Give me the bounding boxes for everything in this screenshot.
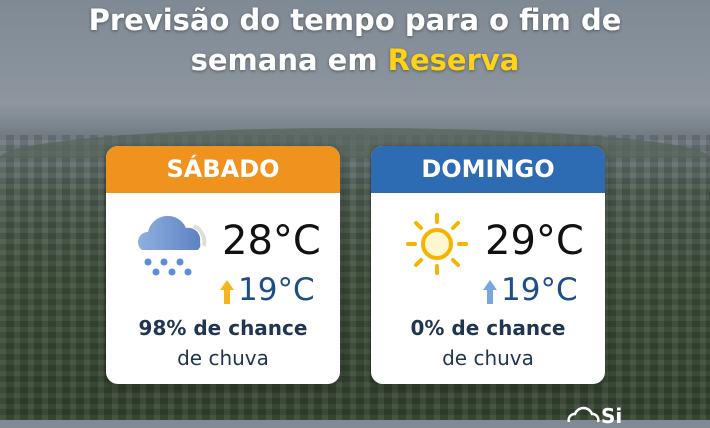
day-header: SÁBADO (106, 146, 340, 193)
cloud-logo-icon (567, 406, 600, 423)
rain-chance: 98% de chance (138, 316, 308, 340)
title-line-1: Previsão do tempo para o fim de (88, 3, 622, 37)
saturday-card: SÁBADO 28°C 19°C 98% de chance de chuva (106, 146, 340, 384)
low-temp: 19°C (238, 272, 315, 308)
sun-icon (406, 213, 468, 275)
arrow-up-icon (483, 280, 497, 304)
title-line-2: semana em Reserva (0, 40, 710, 80)
logo-text: Si (601, 404, 623, 428)
rain-cloud-icon (138, 215, 207, 276)
page-title: Previsão do tempo para o fim de semana e… (0, 0, 710, 80)
high-temp: 29°C (485, 218, 584, 264)
rain-chance-suffix: de chuva (442, 346, 534, 370)
brand-logo: Si (565, 404, 622, 428)
high-temp: 28°C (222, 218, 321, 264)
day-header: DOMINGO (371, 146, 605, 193)
low-temp: 19°C (501, 272, 578, 308)
rain-chance: 0% de chance (410, 316, 566, 340)
title-prefix: semana em (190, 43, 388, 77)
sunday-card: DOMINGO 29°C 19°C 0% de chance de chuva (371, 146, 605, 384)
arrow-up-icon (220, 280, 234, 304)
rain-chance-suffix: de chuva (177, 346, 269, 370)
city-name: Reserva (387, 43, 520, 77)
